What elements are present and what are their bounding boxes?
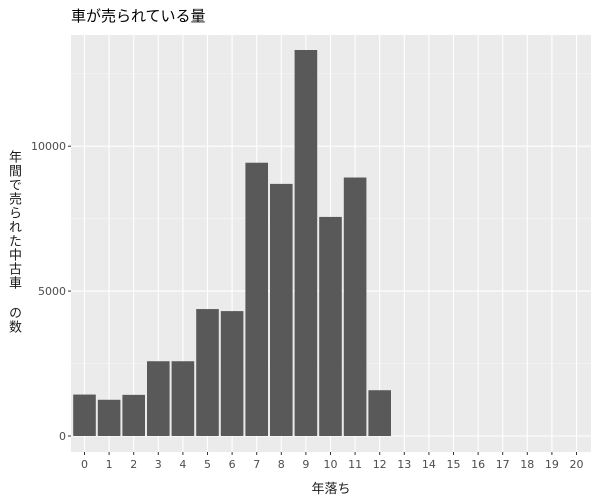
chart-title: 車が売られている量 (71, 7, 206, 25)
x-tick-label: 15 (447, 458, 461, 471)
x-tick-label: 11 (348, 458, 362, 471)
x-tick-label: 19 (545, 458, 559, 471)
x-tick-label: 18 (520, 458, 534, 471)
x-tick-label: 1 (106, 458, 113, 471)
bar (220, 311, 244, 436)
x-tick-label: 4 (179, 458, 186, 471)
x-tick-label: 3 (155, 458, 162, 471)
bar (171, 361, 195, 436)
x-tick-label: 16 (471, 458, 485, 471)
x-axis-ticks: 0 1 2 3 4 5 6 7 8 9 10 11 12 13 14 15 16 17 18 19 20 (81, 452, 584, 471)
bar (97, 399, 121, 436)
bar (294, 50, 318, 436)
y-axis-ticks: 0 5000 10000 (31, 140, 71, 443)
bars (73, 50, 391, 437)
x-tick-label: 20 (570, 458, 584, 471)
bar (343, 177, 367, 436)
x-tick-label: 10 (324, 458, 338, 471)
bar (147, 361, 170, 436)
x-axis-title: 年落ち (311, 482, 350, 497)
bar (270, 183, 293, 436)
x-tick-label: 0 (81, 458, 88, 471)
x-tick-label: 14 (422, 458, 436, 471)
y-tick-label: 10000 (31, 140, 66, 153)
bar (319, 216, 342, 436)
x-tick-label: 5 (204, 458, 211, 471)
bar (196, 309, 219, 436)
bar (73, 394, 96, 436)
y-axis-title-wrap: 年間で売られた中古車 の数 (4, 150, 22, 350)
x-tick-label: 17 (496, 458, 510, 471)
x-tick-label: 6 (229, 458, 236, 471)
x-tick-label: 8 (278, 458, 285, 471)
x-tick-label: 13 (397, 458, 411, 471)
y-axis-title: 年間で売られた中古車 の数 (6, 150, 21, 334)
x-tick-label: 2 (130, 458, 137, 471)
bar (245, 162, 268, 437)
x-tick-label: 9 (302, 458, 309, 471)
y-tick-label: 5000 (38, 285, 66, 298)
y-tick-label: 0 (59, 430, 66, 443)
bar (368, 390, 391, 436)
bar (122, 394, 145, 436)
x-tick-label: 7 (253, 458, 260, 471)
x-tick-label: 12 (373, 458, 387, 471)
